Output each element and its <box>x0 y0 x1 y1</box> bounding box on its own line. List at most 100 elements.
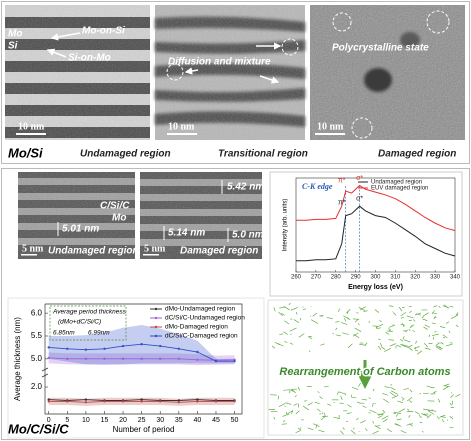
carbon-network <box>268 302 461 435</box>
carbon-bond <box>372 388 375 392</box>
carbon-bond <box>438 306 441 308</box>
carbon-bond <box>294 395 297 397</box>
carbon-bond <box>335 327 338 331</box>
series-point <box>196 398 199 401</box>
carbon-bond <box>336 391 340 395</box>
image-label: Polycrystalline state <box>332 43 429 54</box>
carbon-bond <box>435 346 442 351</box>
peak-label: π* <box>338 178 346 185</box>
carbon-bond <box>374 309 380 313</box>
carbon-bond <box>295 410 300 415</box>
y-tick-label: 2.0 <box>31 382 43 391</box>
legend-marker <box>154 325 158 329</box>
carbon-bond <box>408 328 411 331</box>
x-tick-label: 15 <box>101 417 109 424</box>
layer-label: Mo <box>8 29 22 40</box>
carbon-bond <box>400 430 407 434</box>
simulation-label: Rearrangement of Carbon atoms <box>279 366 450 378</box>
carbon-bond <box>388 339 395 341</box>
series-point <box>84 398 88 401</box>
carbon-bond <box>428 409 434 412</box>
carbon-bond <box>439 326 446 328</box>
x-tick-label: 20 <box>119 417 127 424</box>
carbon-bond <box>412 330 416 332</box>
carbon-bond <box>282 420 286 423</box>
x-tick-label: 270 <box>311 275 322 281</box>
carbon-bond <box>449 416 454 420</box>
chart-frame <box>7 297 265 439</box>
carbon-bond <box>335 334 342 337</box>
caption: Damaged region <box>378 149 456 160</box>
carbon-bond <box>307 402 313 406</box>
carbon-bond <box>382 398 389 403</box>
carbon-bond <box>418 414 422 418</box>
axis-frame <box>44 303 243 415</box>
carbon-bond <box>427 410 435 415</box>
top-frame <box>1 1 470 164</box>
carbon-bond <box>333 416 340 420</box>
carbon-bond <box>431 322 436 325</box>
carbon-bond <box>353 427 355 430</box>
carbon-bond <box>392 312 397 316</box>
carbon-bond <box>318 429 325 433</box>
carbon-bond <box>353 333 360 339</box>
series-point <box>177 401 181 404</box>
carbon-bond <box>320 343 325 346</box>
carbon-bond <box>340 395 343 400</box>
annotation-formula: (dMo+dC/Si/C) <box>58 319 101 326</box>
annotation-title: Average period thickness <box>52 309 127 316</box>
carbon-bond <box>376 413 384 415</box>
x-tick-label: 5 <box>65 417 69 424</box>
tem-image <box>155 5 305 140</box>
spectrum-line <box>296 184 456 232</box>
carbon-bond <box>443 304 449 309</box>
carbon-bond <box>449 305 454 308</box>
carbon-bond <box>401 396 403 399</box>
carbon-bond <box>372 402 374 407</box>
carbon-bond <box>398 408 406 413</box>
carbon-bond <box>407 396 413 402</box>
x-axis-label: Number of period <box>113 425 175 434</box>
carbon-bond <box>320 415 326 421</box>
scale-label: 10 nm <box>18 121 45 132</box>
series-point <box>140 357 143 361</box>
annotation-value: 6.85nm <box>53 330 75 337</box>
carbon-bond <box>392 324 394 326</box>
carbon-bond <box>431 333 439 337</box>
peak-label: σ* <box>356 196 363 203</box>
carbon-bond <box>393 412 396 414</box>
thickness-label: 5.14 nm <box>168 228 205 239</box>
carbon-bond <box>424 347 431 350</box>
thickness-label: 5.01 nm <box>62 224 99 235</box>
series-point <box>121 400 125 403</box>
carbon-bond <box>426 414 432 419</box>
carbon-bond <box>335 320 340 323</box>
carbon-bond <box>368 397 371 400</box>
highlight-circle <box>166 10 450 139</box>
carbon-bond <box>310 319 319 324</box>
carbon-bond <box>308 336 313 340</box>
carbon-bond <box>291 389 296 394</box>
sample-label: Mo/Si <box>8 145 43 160</box>
carbon-bond <box>289 342 294 345</box>
layer-label: Si <box>8 41 18 52</box>
carbon-bond <box>354 327 362 332</box>
series-point <box>84 357 88 361</box>
carbon-bond <box>316 408 321 412</box>
carbon-bond <box>402 336 405 340</box>
carbon-bond <box>321 412 324 415</box>
carbon-bond <box>403 388 409 390</box>
carbon-bond <box>389 392 397 397</box>
carbon-bond <box>278 403 286 407</box>
x-axis-label: Energy loss (eV) <box>348 284 403 291</box>
legend-label: Undamaged region <box>371 180 422 186</box>
carbon-bond <box>402 323 405 328</box>
carbon-bond <box>346 309 351 313</box>
carbon-bond <box>290 307 298 311</box>
carbon-bond <box>352 332 359 337</box>
carbon-bond <box>409 310 412 314</box>
carbon-bond <box>299 427 302 429</box>
carbon-bond <box>319 396 323 399</box>
carbon-bond <box>423 408 431 411</box>
